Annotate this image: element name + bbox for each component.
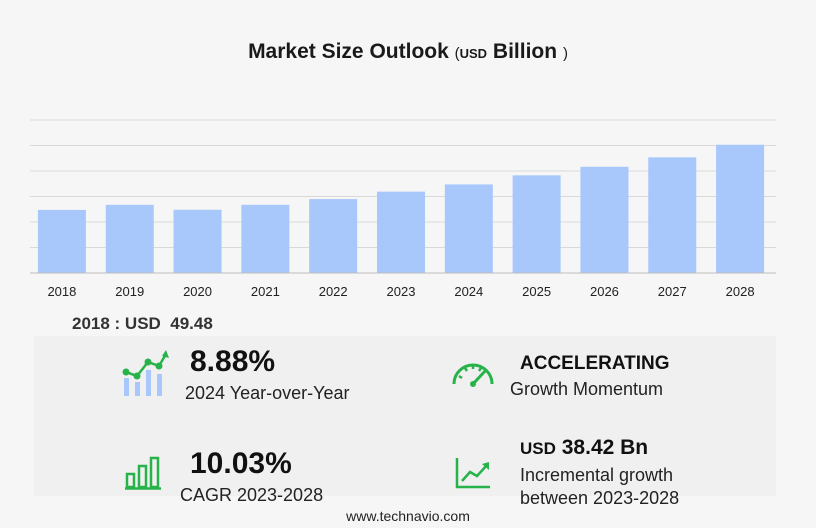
bar-2018 — [37, 209, 86, 273]
x-tick-label: 2021 — [251, 284, 280, 299]
incremental-label-line2: between 2023-2028 — [520, 488, 680, 508]
bar-2026 — [580, 166, 629, 273]
incremental-value: USD 38.42 Bn — [520, 436, 648, 460]
x-tick-label: 2027 — [658, 284, 687, 299]
x-tick-label: 2023 — [387, 284, 416, 299]
cagr-label: CAGR 2023-2028 — [180, 485, 324, 505]
footer-url: www.technavio.com — [346, 508, 470, 524]
x-tick-label: 2026 — [590, 284, 619, 299]
growth-chart-icon — [122, 350, 169, 396]
bar-2019 — [105, 204, 154, 273]
x-tick-label: 2020 — [183, 284, 212, 299]
title-unit: USD — [459, 46, 488, 61]
x-tick-label: 2018 — [47, 284, 76, 299]
x-tick-label: 2019 — [115, 284, 144, 299]
x-tick-label: 2022 — [319, 284, 348, 299]
x-tick-label: 2025 — [522, 284, 551, 299]
chart-title-main: Market Size Outlook — [248, 40, 449, 63]
chart-title: Market Size Outlook (USD Billion ) — [0, 40, 816, 64]
bar-2023 — [377, 191, 425, 273]
x-tick-label: 2028 — [726, 284, 755, 299]
title-unit-word: Billion — [492, 40, 558, 63]
bar-2024 — [444, 184, 493, 273]
title-paren-close: ) — [562, 45, 568, 62]
bar-chart-icon — [125, 456, 161, 490]
speedometer-icon — [452, 363, 494, 387]
incremental-currency: USD — [520, 439, 556, 458]
bar-2022 — [309, 199, 358, 273]
incremental-amount: 38.42 Bn — [561, 436, 649, 459]
x-tick-label: 2024 — [454, 284, 483, 299]
momentum-label: Growth Momentum — [510, 379, 664, 399]
base-year-label: 2018 : USD 49.48 — [72, 314, 213, 333]
bar-chart: 2018 2019 2020 2021 2022 2023 2024 2025 2026 2027… — [30, 119, 776, 299]
cagr-value: 10.03% — [190, 447, 292, 480]
momentum-value: ACCELERATING — [520, 353, 670, 374]
bar-2025 — [512, 175, 561, 273]
bar-2028 — [716, 144, 765, 273]
incremental-label-line1: Incremental growth — [520, 465, 674, 485]
bar-2027 — [648, 157, 697, 273]
yoy-label: 2024 Year-over-Year — [185, 383, 350, 403]
bar-2020 — [173, 209, 222, 273]
title-paren-open: ( — [454, 45, 460, 62]
bar-2021 — [241, 204, 290, 273]
yoy-value: 8.88% — [190, 345, 276, 378]
trend-line-icon — [455, 458, 490, 489]
